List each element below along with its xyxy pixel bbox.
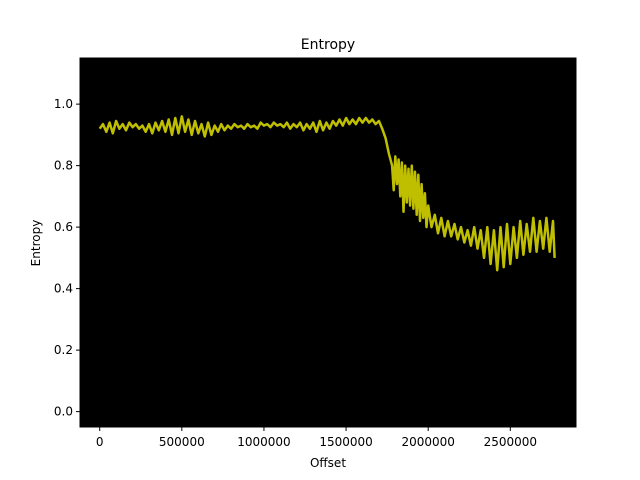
x-axis-label: Offset	[310, 456, 346, 470]
y-tick-label: 0.6	[54, 220, 73, 234]
x-tick-label: 1500000	[319, 435, 372, 449]
y-tick-label: 1.0	[54, 97, 73, 111]
x-tick-label: 500000	[159, 435, 205, 449]
series-layer	[98, 115, 556, 272]
x-tick-label: 2000000	[401, 435, 454, 449]
x-tick-label: 2500000	[484, 435, 537, 449]
chart-title: Entropy	[301, 37, 355, 53]
x-tick-label: 0	[96, 435, 104, 449]
y-tick-label: 0.8	[54, 159, 73, 173]
y-tick-label: 0.4	[54, 282, 73, 296]
y-tick-label: 0.2	[54, 343, 73, 357]
y-tick-label: 0.0	[54, 405, 73, 419]
y-axis: 0.0 0.2 0.4 0.6 0.8 1.0	[54, 97, 80, 419]
x-tick-label: 1000000	[237, 435, 290, 449]
x-axis: 0 500000 1000000 1500000 2000000 2500000	[96, 427, 537, 449]
series-line-0	[98, 115, 556, 272]
y-axis-label: Entropy	[29, 220, 43, 267]
